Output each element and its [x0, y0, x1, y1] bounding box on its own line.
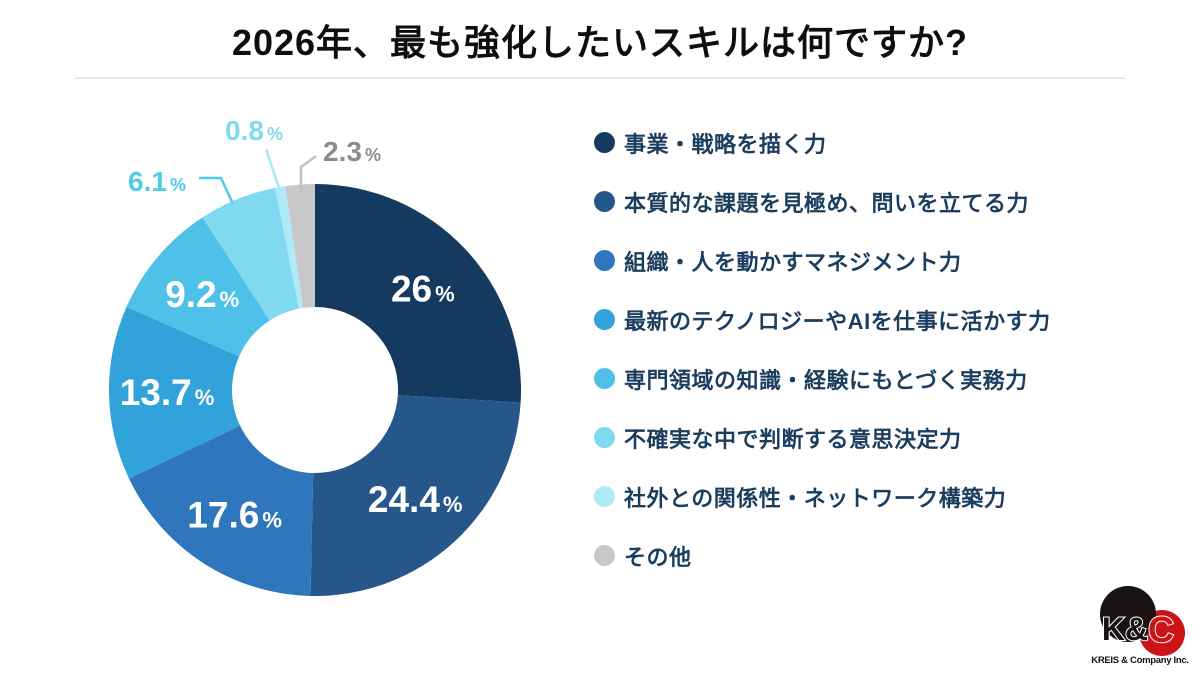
legend-color-dot-icon — [594, 309, 615, 330]
legend-item-label: 組織・人を動かすマネジメント力 — [624, 249, 962, 275]
page-title: 2026年、最も強化したいスキルは何ですか? — [231, 22, 969, 63]
legend-color-dot-icon — [594, 545, 615, 566]
logo-mark-right: C — [1148, 609, 1174, 650]
label-leader-line — [264, 148, 282, 192]
legend-item-label: 専門領域の知識・経験にもとづく実務力 — [624, 367, 1028, 393]
slice-value-label: 2.3% — [323, 136, 381, 167]
slice-value-label: 24.4% — [368, 479, 463, 520]
title-divider — [75, 77, 1125, 79]
logo-black-circle-icon — [1100, 586, 1156, 642]
donut-slice — [109, 306, 241, 479]
legend-color-dot-icon — [594, 132, 615, 153]
legend: 事業・戦略を描く力本質的な課題を見極め、問いを立てる力 組織・人を動かすマネジメン… — [594, 113, 1051, 585]
donut-slice — [275, 186, 304, 309]
slice-value-label: 0.8% — [225, 115, 283, 146]
legend-color-dot-icon — [594, 486, 615, 507]
logo-mark-left: K& — [1102, 611, 1148, 647]
slice-value-label: 13.7% — [120, 372, 215, 413]
label-leader-line — [199, 176, 235, 205]
legend-item-label: 最新のテクノロジーやAIを仕事に活かす力 — [624, 308, 1051, 334]
donut-slice — [128, 425, 314, 596]
donut-slice — [285, 184, 315, 308]
legend-item: 最新のテクノロジーやAIを仕事に活かす力 — [594, 290, 1051, 349]
slice-value-label: 9.2% — [165, 274, 239, 315]
legend-color-dot-icon — [594, 250, 615, 271]
legend-item-label: 本質的な課題を見極め、問いを立てる力 — [624, 190, 1030, 216]
legend-item: 専門領域の知識・経験にもとづく実務力 — [594, 349, 1051, 408]
donut-chart: 26 % 24.4 % 17.6 % 13.7 % 9.2 % 6.1 % 0.8 % 2.3% — [109, 115, 521, 597]
slice-value-label: 26% — [391, 269, 455, 310]
logo-caption: KREIS & Company Inc. — [1091, 655, 1188, 666]
legend-item: 不確実な中で判断する意思決定力 — [594, 408, 1051, 467]
legend-item-label: 事業・戦略を描く力 — [624, 131, 827, 157]
donut-slice — [202, 187, 299, 321]
donut-slice — [126, 217, 270, 357]
donut-slice — [315, 184, 521, 403]
slice-value-label: 6.1% — [128, 166, 186, 197]
legend-item: その他 — [594, 526, 1051, 585]
company-logo: K& C KREIS & Company Inc. — [1091, 586, 1189, 666]
legend-item: 社外との関係性・ネットワーク構築力 — [594, 467, 1051, 526]
legend-color-dot-icon — [594, 427, 615, 448]
legend-color-dot-icon — [594, 368, 615, 389]
label-leader-line — [299, 154, 317, 192]
legend-item-label: 社外との関係性・ネットワーク構築力 — [624, 485, 1007, 511]
legend-item: 事業・戦略を描く力 — [594, 113, 1051, 172]
legend-item-label: その他 — [624, 544, 692, 570]
legend-item: 本質的な課題を見極め、問いを立てる力 — [594, 172, 1051, 231]
legend-item-label: 不確実な中で判断する意思決定力 — [624, 426, 962, 452]
legend-item: 組織・人を動かすマネジメント力 — [594, 231, 1051, 290]
donut-slice — [310, 395, 521, 597]
legend-color-dot-icon — [594, 191, 615, 212]
slice-value-label: 17.6% — [187, 494, 282, 535]
